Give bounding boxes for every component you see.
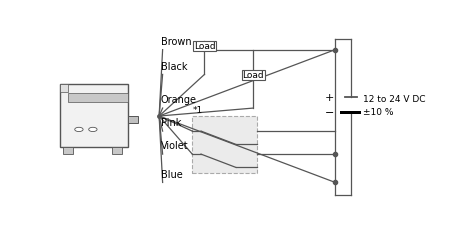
Circle shape bbox=[89, 128, 97, 132]
Text: 12 to 24 V DC
±10 %: 12 to 24 V DC ±10 % bbox=[363, 95, 426, 116]
Text: Violet: Violet bbox=[161, 141, 189, 150]
Text: −: − bbox=[325, 108, 334, 118]
Bar bbox=[242, 71, 265, 80]
Bar bbox=[341, 111, 361, 115]
Bar bbox=[193, 42, 216, 51]
Text: Pink: Pink bbox=[161, 118, 181, 128]
Bar bbox=[192, 117, 257, 173]
Bar bbox=[68, 94, 128, 102]
Bar bbox=[128, 116, 138, 124]
Text: Load: Load bbox=[243, 71, 264, 80]
Text: Black: Black bbox=[161, 61, 187, 71]
Text: Load: Load bbox=[194, 42, 215, 51]
Bar bbox=[63, 147, 73, 154]
Bar bbox=[60, 85, 128, 147]
Text: Orange: Orange bbox=[161, 95, 197, 105]
Text: +: + bbox=[325, 93, 334, 103]
Text: Blue: Blue bbox=[161, 169, 183, 179]
Text: *1: *1 bbox=[193, 106, 203, 115]
Bar bbox=[60, 85, 68, 93]
Bar bbox=[112, 147, 122, 154]
Circle shape bbox=[75, 128, 83, 132]
Text: Brown: Brown bbox=[161, 37, 192, 46]
